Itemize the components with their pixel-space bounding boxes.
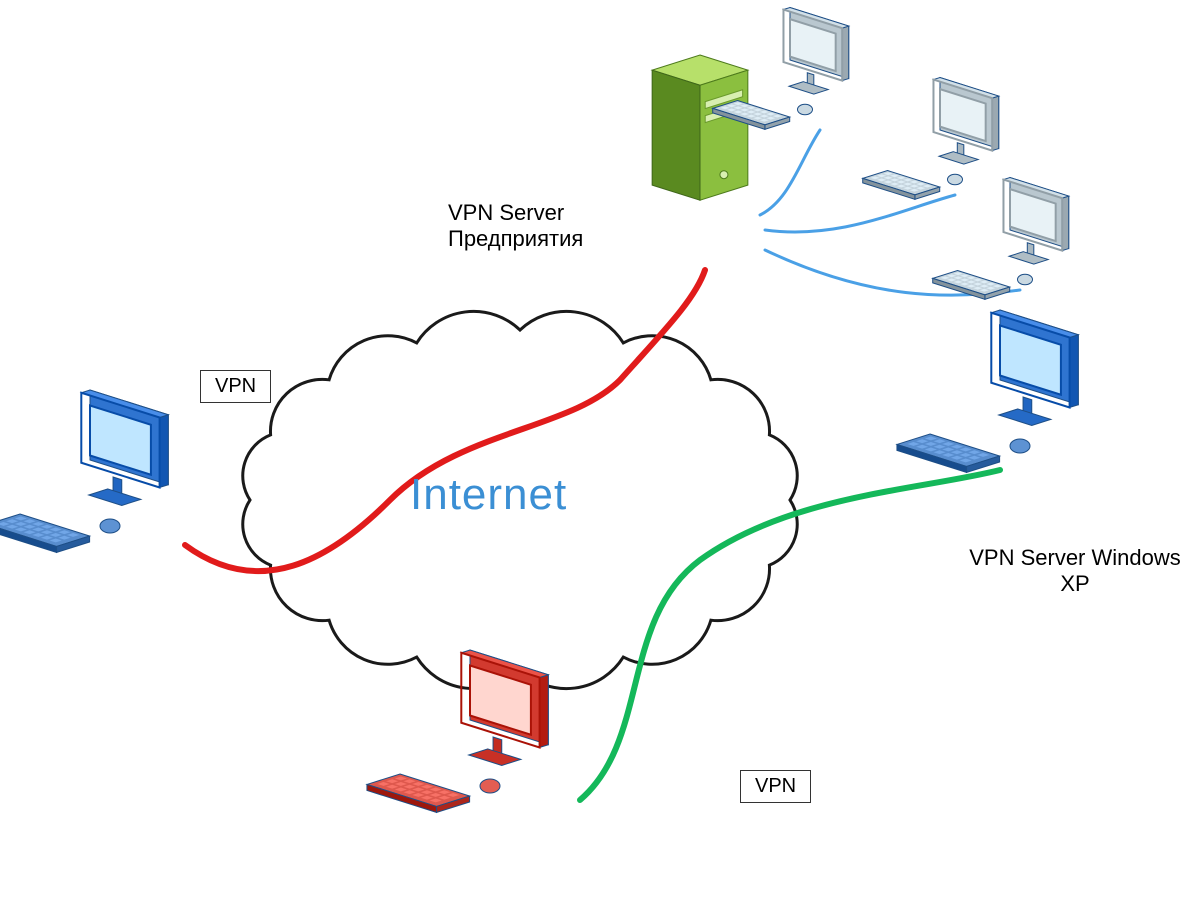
lan-link-4 — [765, 250, 1020, 295]
computer-icon — [713, 8, 849, 130]
pc-right-label: VPN Server Windows XP — [960, 545, 1190, 598]
computer-icon — [367, 650, 548, 812]
vpn-box-label-2: VPN — [740, 770, 811, 803]
computer-icon — [863, 78, 999, 200]
svg-layer — [0, 0, 1200, 900]
lan-link-3 — [765, 195, 955, 232]
server-label: VPN Server Предприятия — [448, 200, 658, 253]
cloud-label: Internet — [410, 470, 567, 520]
computer-icon — [897, 310, 1078, 472]
computer-icon — [0, 390, 168, 552]
vpn-link-0 — [185, 270, 705, 571]
lan-link-2 — [760, 130, 820, 215]
vpn-link-1 — [580, 470, 1000, 800]
vpn-box-label-1: VPN — [200, 370, 271, 403]
diagram-stage: Internet VPN Server Предприятия VPN Serv… — [0, 0, 1200, 900]
computer-icon — [933, 178, 1069, 300]
server-icon — [652, 55, 748, 200]
